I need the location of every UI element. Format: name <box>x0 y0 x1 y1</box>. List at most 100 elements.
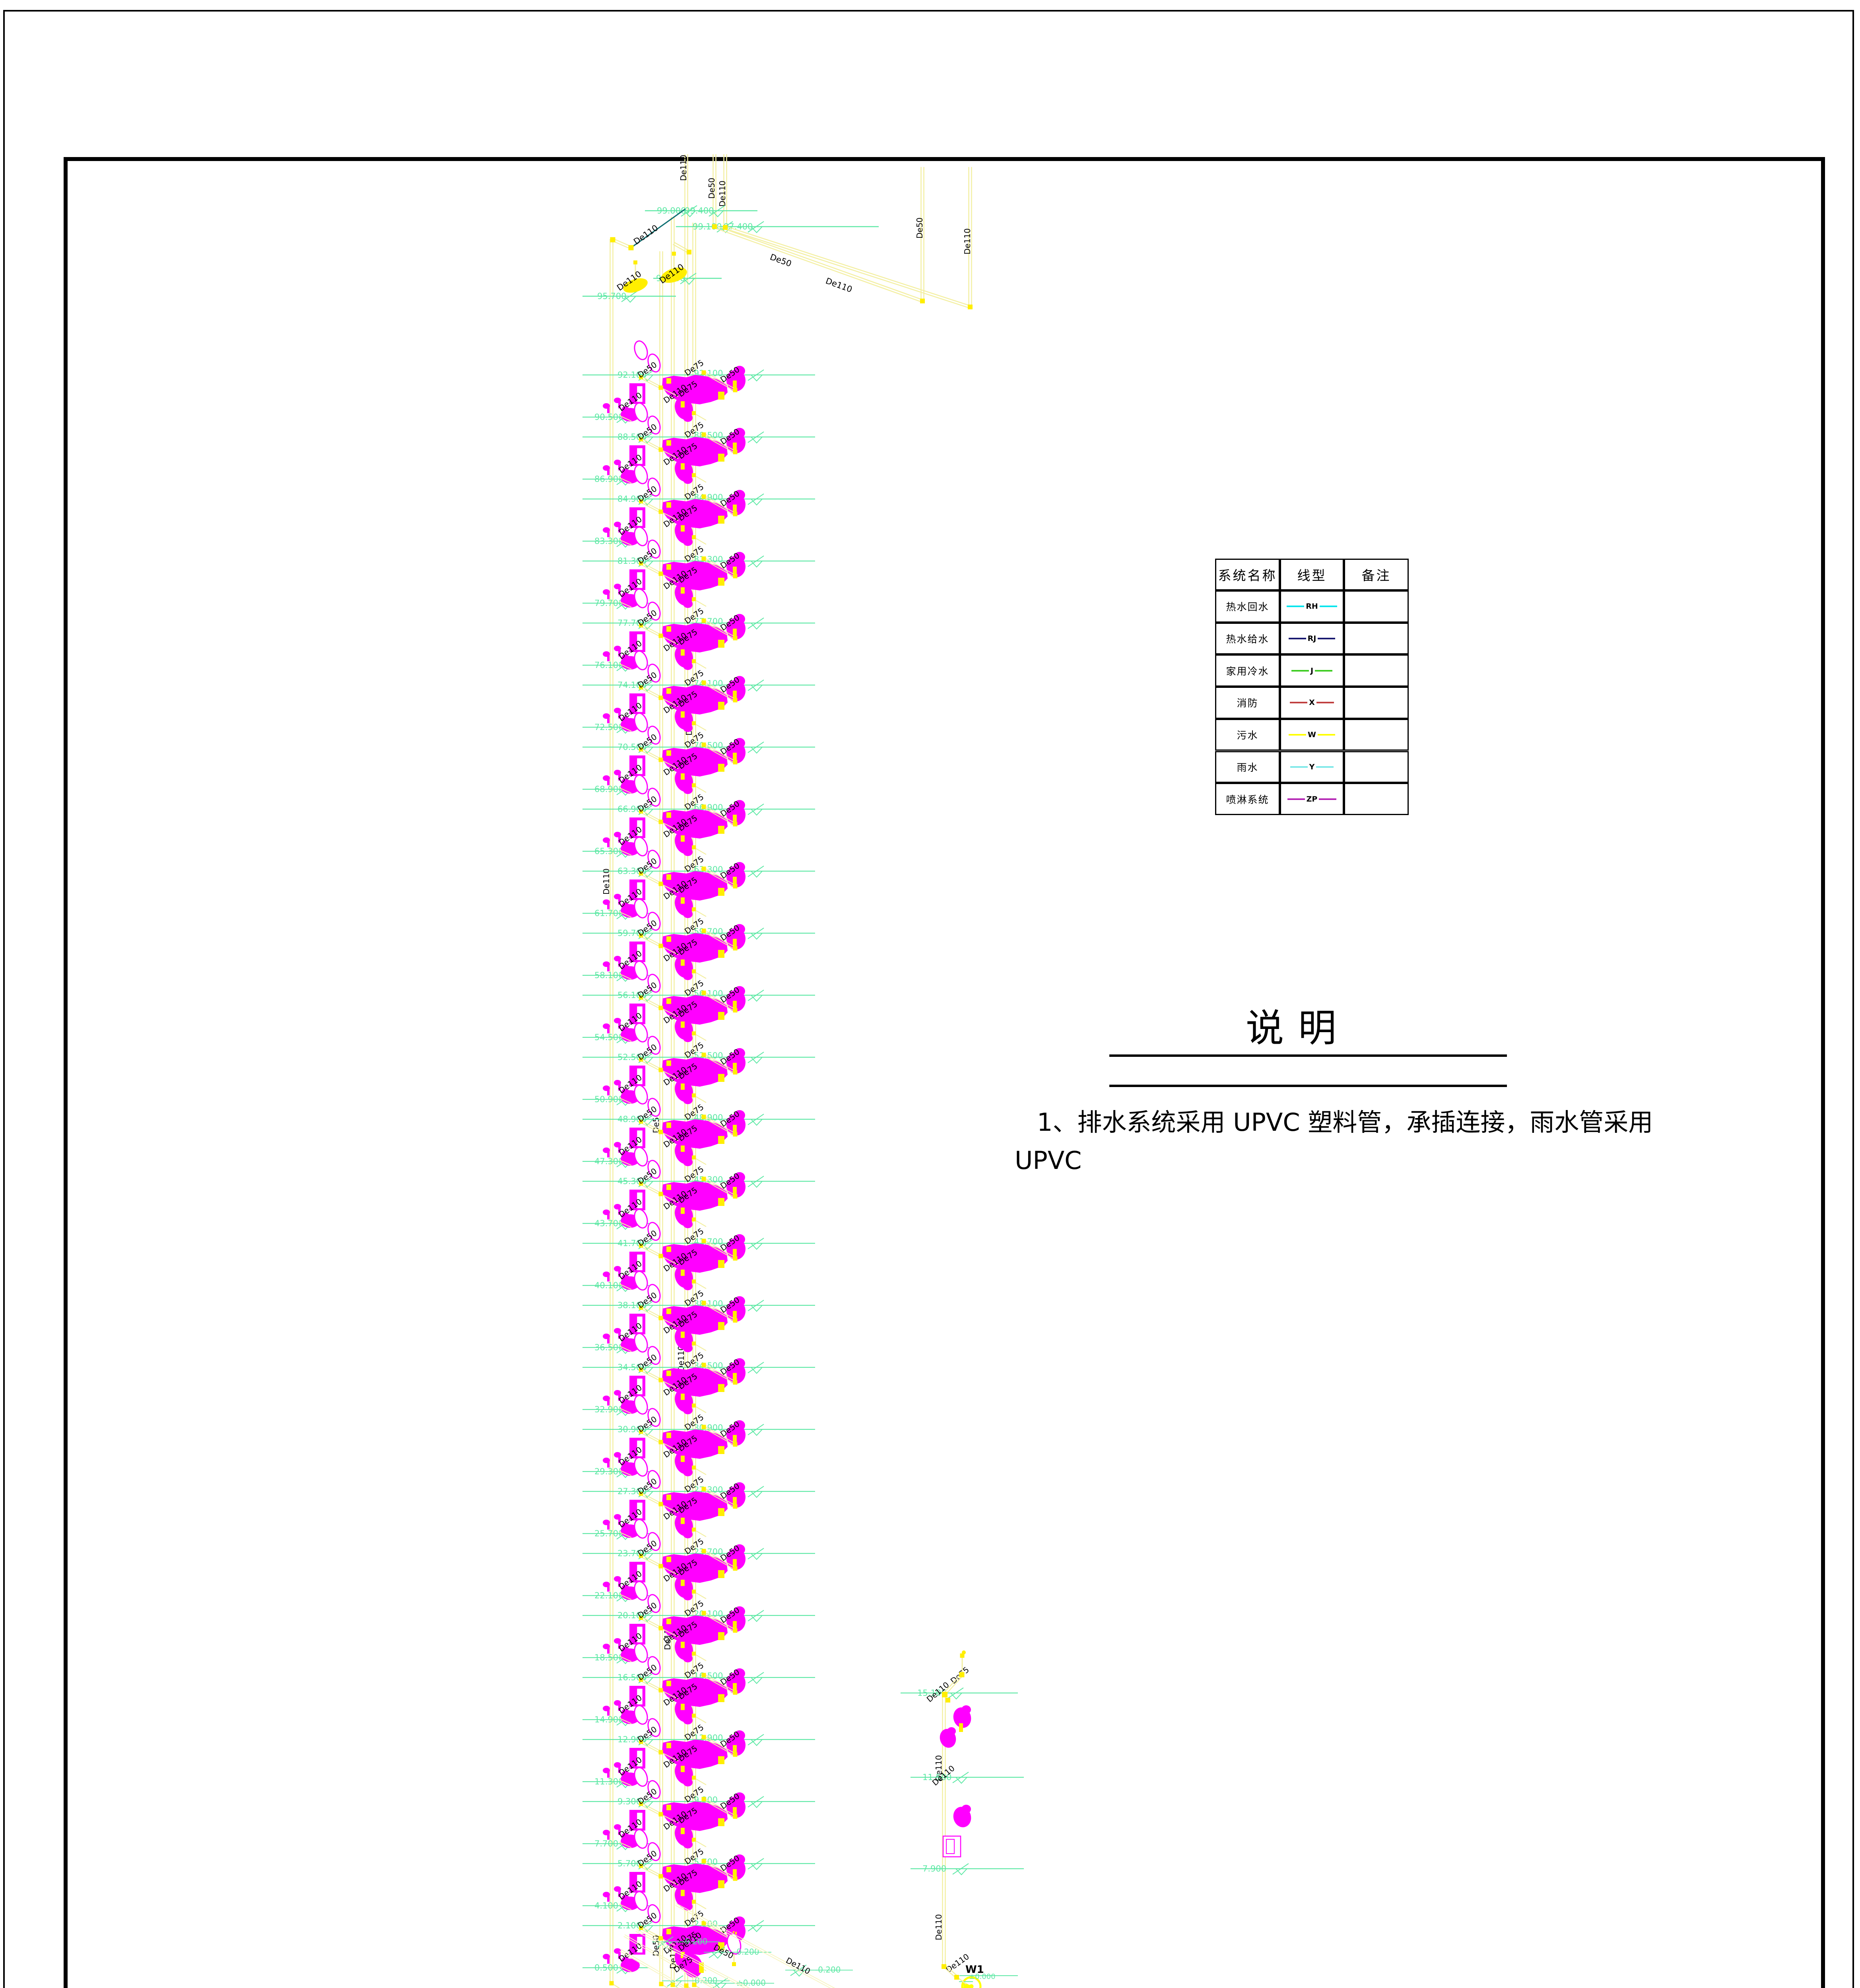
pipe-line <box>693 1095 707 1103</box>
pipe-elbow <box>684 1983 689 1988</box>
fixture-shape <box>621 592 629 600</box>
pipe-label: De50 <box>636 1042 658 1062</box>
pipe-elbow <box>658 757 663 762</box>
pipe-line <box>660 1876 679 1885</box>
pipe-elbow <box>639 747 643 751</box>
fixture-shape <box>734 1420 745 1431</box>
pipe-elbow <box>701 1425 706 1429</box>
pipe-label: De110 <box>824 276 853 294</box>
pipe-line <box>660 883 679 893</box>
fixture-bath-group <box>662 1367 728 1397</box>
pipe-line <box>693 1715 707 1723</box>
fixture-bath-group <box>662 1429 728 1459</box>
legend-remark <box>1344 687 1409 719</box>
pipe-line <box>660 1814 679 1823</box>
pipe-elbow <box>639 1306 643 1310</box>
pipe-elbow <box>733 1690 738 1695</box>
pipe-elbow <box>701 680 706 685</box>
elevation-marker <box>747 617 764 630</box>
pipe-label: De50 <box>636 1290 658 1310</box>
pipe-line <box>693 1529 707 1537</box>
elevation-label: 14.900 <box>594 1715 623 1724</box>
pipe-elbow <box>670 1982 675 1987</box>
pipe-elbow <box>692 969 696 973</box>
pipe-elbow <box>639 1244 643 1248</box>
pipe-line <box>641 934 662 945</box>
fixture-shape <box>634 1767 648 1787</box>
pipe-line <box>660 1442 679 1451</box>
pipe-elbow <box>658 1440 663 1444</box>
pipe-elbow <box>658 571 663 576</box>
fixture-shape <box>683 1716 693 1724</box>
elevation-marker <box>747 1610 764 1622</box>
elevation-label: 86.900 <box>594 474 623 484</box>
pipe-elbow <box>701 990 706 995</box>
pipe-elbow <box>658 509 663 514</box>
pipe-line <box>660 1132 679 1141</box>
pipe-line <box>693 1839 707 1847</box>
notes-text: 1、排水系统采用 UPVC 塑料管，承插连接，雨水管采用 UPVC <box>1015 1103 1762 1180</box>
fixture-shape <box>621 406 629 414</box>
pipe-elbow <box>692 721 696 725</box>
elevation-label: 4.100 <box>594 1901 618 1910</box>
fixture-shape <box>621 1523 629 1530</box>
pipe-elbow <box>658 1378 663 1382</box>
elevation-label: 36.500 <box>594 1343 623 1352</box>
pipe-elbow <box>733 1566 738 1571</box>
fixture-shape <box>634 1581 648 1601</box>
elevation-marker <box>747 555 764 568</box>
fixture-shape <box>683 1903 693 1910</box>
pipe-elbow <box>701 1611 706 1615</box>
pipe-line <box>704 805 736 824</box>
pipe-line <box>641 1182 662 1194</box>
pipe-line <box>641 624 662 635</box>
pipe-line <box>641 1244 662 1256</box>
pipe-line <box>619 849 632 856</box>
pipe-elbow <box>733 1628 738 1633</box>
pipe-line <box>619 1221 632 1228</box>
pipe-elbow <box>692 1776 696 1780</box>
pipe-line <box>660 1690 679 1699</box>
pipe-line <box>703 807 735 826</box>
pipe-line <box>703 1489 735 1508</box>
pipe-line <box>640 1866 661 1878</box>
pipe-elbow <box>692 473 696 477</box>
fixture-shape <box>683 600 693 608</box>
fixture-shape <box>647 1780 661 1799</box>
fixture-shape <box>734 490 745 500</box>
pipe-label: De50 <box>636 1538 658 1558</box>
pipe-line <box>619 973 632 980</box>
note-line-1: 1、排水系统采用 UPVC 塑料管，承插连接，雨水管采用 <box>1037 1108 1653 1137</box>
elevation-marker <box>747 1920 764 1932</box>
pipe-line <box>619 725 632 732</box>
fixture-shape <box>961 1705 971 1714</box>
pipe-elbow <box>639 623 643 627</box>
pipe-elbow <box>954 1975 959 1980</box>
notes-underline-2 <box>1109 1085 1507 1087</box>
pipe-elbow <box>732 1962 736 1966</box>
pipe-elbow <box>692 1342 696 1345</box>
pipe-line <box>704 1239 736 1258</box>
pipe-line <box>619 415 632 422</box>
pipe-label: De50 <box>636 1786 658 1806</box>
fixture-shape <box>661 267 687 283</box>
pipe-elbow <box>692 659 696 663</box>
pipe-elbow <box>701 1052 706 1057</box>
pipe-line <box>703 931 735 950</box>
elevation-label: 11.300 <box>594 1777 623 1786</box>
elevation-label: 65.300 <box>594 846 623 856</box>
fixture-shape <box>621 1213 629 1220</box>
pipe-elbow <box>658 1812 663 1817</box>
fixture-shape <box>623 278 648 293</box>
pipe-line <box>704 929 736 948</box>
fixture-shape <box>621 468 629 476</box>
fixture-shape <box>734 738 745 748</box>
fixture-shape <box>683 1282 693 1290</box>
pipe-line <box>641 562 662 573</box>
fixture-shape <box>683 1344 693 1352</box>
fixture-shape <box>683 1406 693 1414</box>
pipe-label: De110 <box>963 228 972 254</box>
